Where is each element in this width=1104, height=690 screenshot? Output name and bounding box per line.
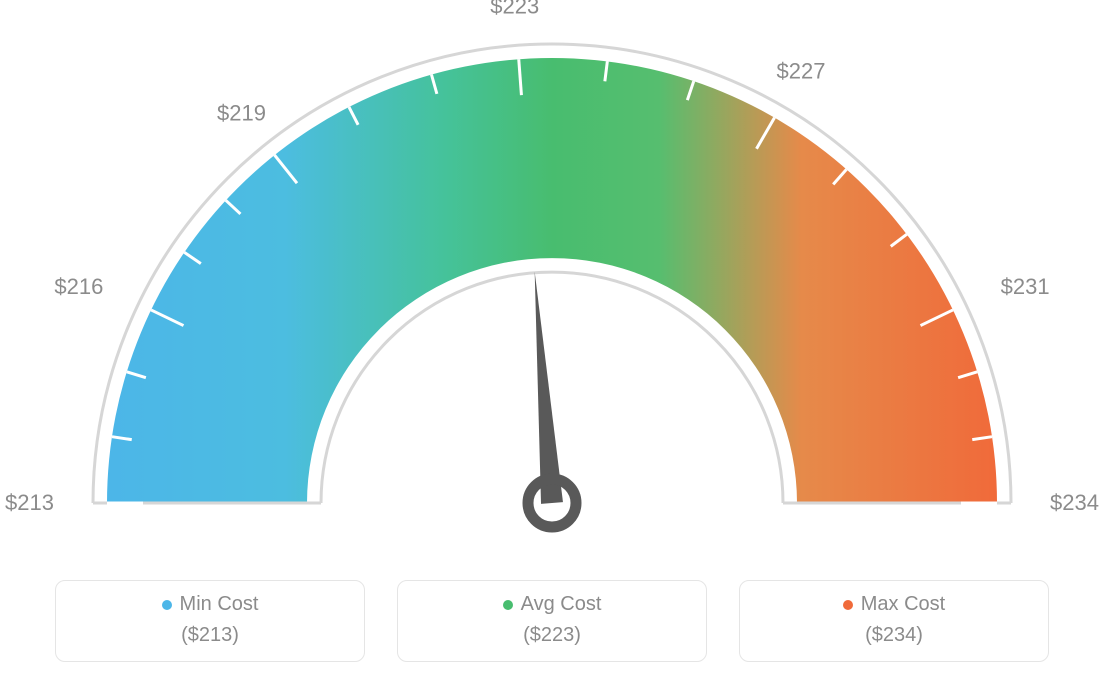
legend-value-max: ($234) <box>740 624 1048 647</box>
legend-title-min: Min Cost <box>162 593 259 616</box>
gauge-tick-label: $216 <box>54 274 103 299</box>
legend-value-min: ($213) <box>56 624 364 647</box>
gauge-needle <box>535 272 563 504</box>
legend-card-min: Min Cost ($213) <box>55 580 365 662</box>
gauge-tick-label: $234 <box>1050 490 1099 515</box>
legend-title-avg: Avg Cost <box>503 593 602 616</box>
legend-card-max: Max Cost ($234) <box>739 580 1049 662</box>
legend-label-avg: Avg Cost <box>521 593 602 616</box>
gauge-tick-label: $227 <box>777 59 826 84</box>
legend-card-avg: Avg Cost ($223) <box>397 580 707 662</box>
legend-label-max: Max Cost <box>861 593 945 616</box>
legend-label-min: Min Cost <box>180 593 259 616</box>
gauge-tick-label: $219 <box>217 101 266 126</box>
gauge-tick-label: $231 <box>1001 274 1050 299</box>
gauge-tick-label: $223 <box>490 0 539 18</box>
gauge-svg: $213 $216 $219 $223 $227 $231 $234 <box>0 0 1104 565</box>
legend-dot-min <box>162 600 172 610</box>
cost-gauge-chart: $213 $216 $219 $223 $227 $231 $234 Min Cost ($… <box>0 0 1104 690</box>
legend-value-avg: ($223) <box>398 624 706 647</box>
legend-dot-max <box>843 600 853 610</box>
legend-row: Min Cost ($213) Avg Cost ($223) Max Cost… <box>55 580 1049 662</box>
legend-dot-avg <box>503 600 513 610</box>
legend-title-max: Max Cost <box>843 593 945 616</box>
gauge-tick-label: $213 <box>5 490 54 515</box>
